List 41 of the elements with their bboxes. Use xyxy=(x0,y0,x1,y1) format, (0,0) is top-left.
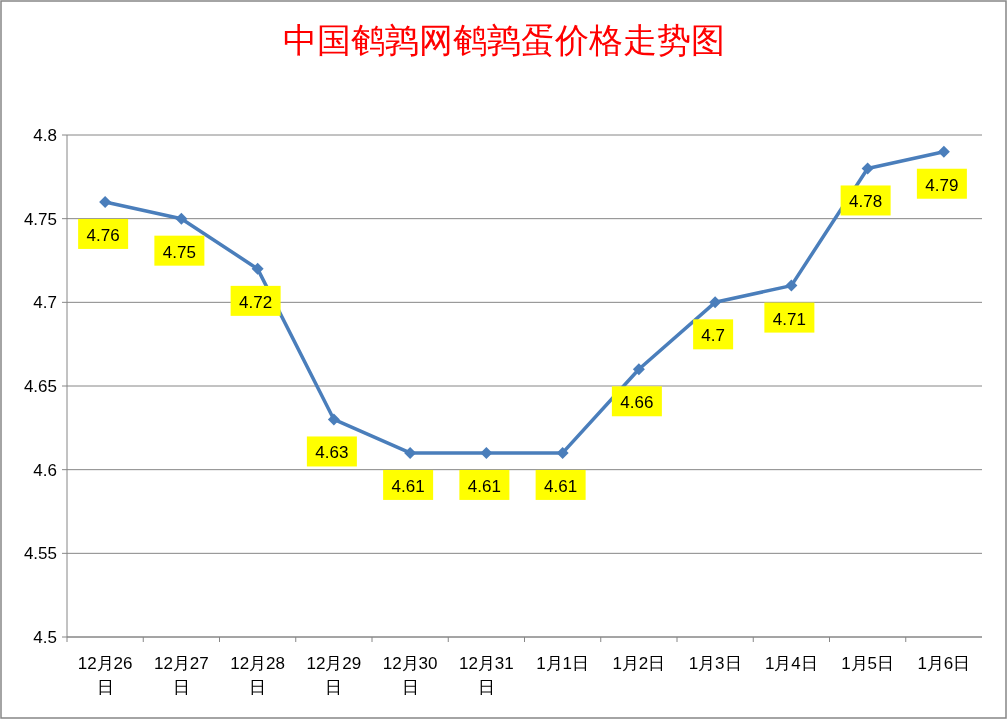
x-tick-label: 1月3日 xyxy=(688,654,742,673)
x-tick-label: 1月4日 xyxy=(764,654,818,673)
point xyxy=(99,195,112,208)
data-label: 4.61 xyxy=(467,476,501,496)
y-tick-label: 4.6 xyxy=(33,460,57,480)
point xyxy=(709,296,722,309)
point xyxy=(175,212,188,225)
y-tick-label: 4.7 xyxy=(33,293,57,313)
y-tick-label: 4.75 xyxy=(23,209,57,229)
x-tick-label: 12月27日 xyxy=(153,654,209,697)
data-label: 4.7 xyxy=(701,326,725,346)
data-label: 4.63 xyxy=(315,443,349,463)
y-tick-label: 4.65 xyxy=(23,377,57,396)
x-tick-label: 1月1日 xyxy=(536,654,590,673)
data-label: 4.76 xyxy=(86,225,120,245)
x-tick-label: 1月6日 xyxy=(917,654,971,673)
point xyxy=(632,363,645,376)
data-label: 4.72 xyxy=(239,292,273,312)
point xyxy=(861,162,874,175)
point xyxy=(785,279,798,292)
data-label: 4.71 xyxy=(772,309,806,329)
data-label: 4.79 xyxy=(925,175,959,195)
x-tick-label: 12月28日 xyxy=(230,654,286,697)
x-tick-label: 12月31日 xyxy=(458,654,514,697)
data-label: 4.61 xyxy=(544,476,578,496)
x-tick-label: 12月30日 xyxy=(382,654,438,697)
point xyxy=(327,413,340,426)
point xyxy=(937,145,950,158)
x-tick-label: 12月26日 xyxy=(77,654,133,697)
point xyxy=(251,262,264,275)
data-label: 4.66 xyxy=(620,393,654,413)
y-tick-label: 4.55 xyxy=(23,544,57,564)
y-tick-label: 4.8 xyxy=(33,126,57,145)
y-tick-label: 4.5 xyxy=(33,628,57,647)
x-tick-label: 1月2日 xyxy=(612,654,666,673)
x-tick-label: 1月5日 xyxy=(841,654,895,673)
x-tick-label: 12月29日 xyxy=(306,654,362,697)
data-label: 4.61 xyxy=(391,476,425,496)
data-label: 4.75 xyxy=(162,242,196,262)
data-label: 4.78 xyxy=(849,192,883,212)
chart-title: 中国鹌鹑网鹌鹑蛋价格走势图 xyxy=(282,22,725,59)
